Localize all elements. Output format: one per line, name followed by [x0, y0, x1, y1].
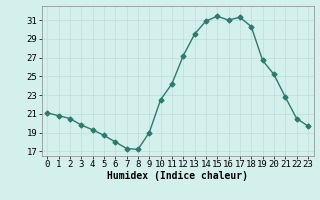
X-axis label: Humidex (Indice chaleur): Humidex (Indice chaleur)	[107, 171, 248, 181]
